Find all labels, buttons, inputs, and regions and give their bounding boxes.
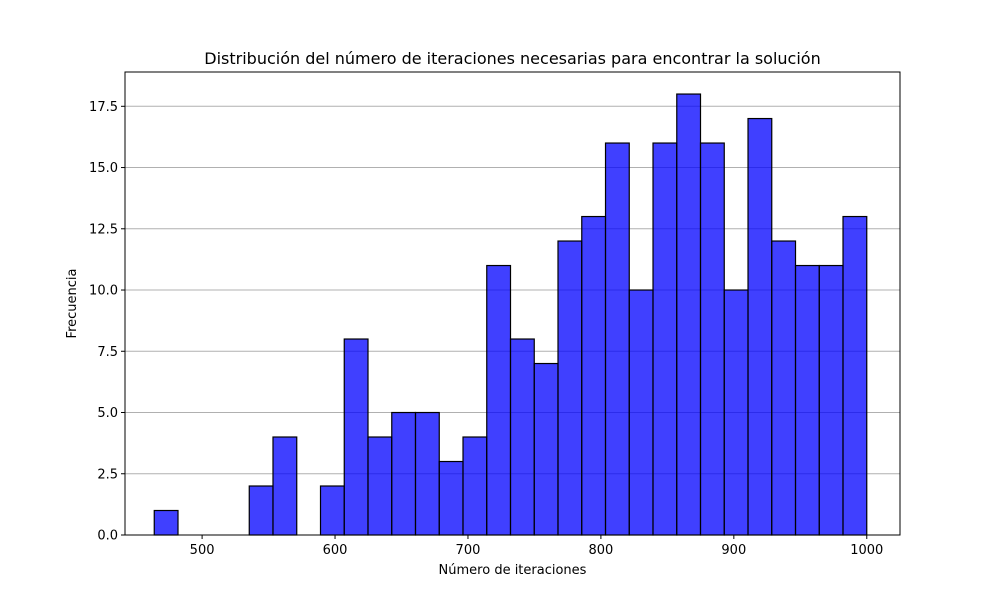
x-tick-label: 900 bbox=[721, 543, 746, 558]
y-tick-label: 0.0 bbox=[97, 529, 118, 544]
histogram-bar bbox=[557, 240, 583, 536]
y-tick-label: 17.5 bbox=[89, 100, 118, 115]
histogram-bar bbox=[604, 142, 630, 536]
histogram-bar bbox=[723, 289, 749, 536]
y-tick-label: 2.5 bbox=[97, 467, 118, 482]
histogram-bar bbox=[414, 411, 440, 536]
histogram-bar bbox=[272, 436, 298, 536]
histogram-bar bbox=[628, 289, 654, 536]
x-tick-label: 700 bbox=[456, 543, 481, 558]
histogram-bar bbox=[699, 142, 725, 536]
y-tick-label: 7.5 bbox=[97, 345, 118, 360]
histogram-bar bbox=[462, 436, 488, 536]
x-tick-label: 600 bbox=[323, 543, 348, 558]
y-tick-label: 15.0 bbox=[89, 161, 118, 176]
x-tick-label: 1000 bbox=[850, 543, 883, 558]
y-tick-label: 10.0 bbox=[89, 284, 118, 299]
x-tick-label: 800 bbox=[588, 543, 613, 558]
histogram-bar bbox=[676, 93, 702, 536]
histogram-bar bbox=[343, 338, 369, 536]
histogram-bar bbox=[794, 264, 820, 536]
histogram-bar bbox=[771, 240, 797, 536]
histogram-bar bbox=[652, 142, 678, 536]
y-axis-label: Frecuencia bbox=[65, 269, 80, 339]
x-axis-ticks: 500 600 700 800 900 1000 bbox=[190, 535, 883, 558]
histogram-bars bbox=[153, 93, 868, 536]
histogram-bar bbox=[818, 264, 844, 536]
histogram-bar bbox=[747, 117, 773, 536]
histogram-bar bbox=[319, 485, 345, 536]
histogram-bar bbox=[391, 411, 417, 536]
x-tick-label: 500 bbox=[190, 543, 215, 558]
chart-title: Distribución del número de iteraciones n… bbox=[204, 49, 820, 68]
histogram-bar bbox=[581, 215, 607, 536]
histogram-bar bbox=[438, 460, 464, 536]
histogram-bar bbox=[533, 362, 559, 536]
histogram-bar bbox=[486, 264, 512, 536]
plot-frame bbox=[124, 71, 901, 536]
histogram-bar bbox=[153, 509, 179, 536]
x-axis-label: Número de iteraciones bbox=[439, 563, 587, 578]
y-tick-label: 5.0 bbox=[97, 406, 118, 421]
y-tick-label: 12.5 bbox=[89, 222, 118, 237]
histogram-bar bbox=[367, 436, 393, 536]
histogram-bar bbox=[842, 215, 868, 536]
histogram-bar bbox=[248, 485, 274, 536]
y-axis-ticks: 0.0 2.5 5.0 7.5 10.0 12.5 15.0 17.5 bbox=[89, 100, 125, 544]
histogram-bar bbox=[509, 338, 535, 536]
